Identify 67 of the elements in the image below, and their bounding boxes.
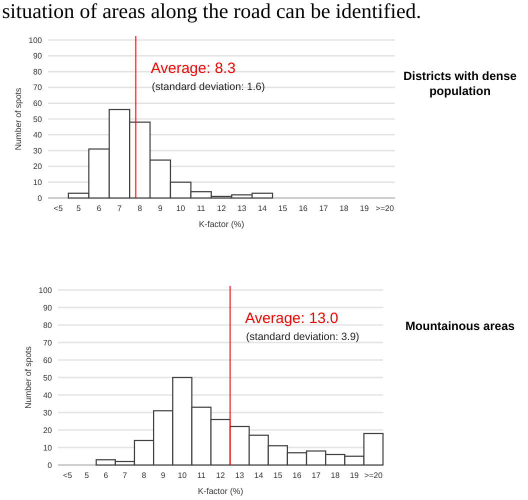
x-tick-label: 7 [117, 204, 122, 213]
x-tick-label: 10 [176, 204, 186, 213]
x-tick-label: 11 [196, 204, 206, 213]
x-tick-label: 18 [340, 204, 349, 213]
y-tick-label: 40 [33, 130, 43, 140]
y-tick-label: 0 [48, 460, 53, 470]
y-tick-label: 90 [43, 303, 53, 312]
y-tick-label: 90 [33, 52, 43, 61]
annotation: (standard deviation: 1.6) [152, 81, 266, 93]
y-tick-label: 70 [33, 83, 43, 92]
x-axis-title: K-factor (%) [198, 219, 244, 229]
y-tick-label: 10 [33, 178, 43, 187]
text: Mountainous areas [405, 319, 515, 333]
y-tick-label: 20 [33, 162, 43, 172]
y-tick-label: 80 [43, 320, 53, 330]
x-tick-label: 14 [254, 471, 264, 480]
x-tick-label: 13 [235, 471, 245, 480]
x-tick-label: 15 [273, 471, 283, 480]
annotation: (standard deviation: 3.9) [246, 331, 360, 343]
y-tick-label: 30 [43, 408, 53, 418]
y-tick-label: 20 [43, 426, 53, 435]
x-tick-label: >=20 [376, 204, 394, 213]
y-tick-label: 50 [43, 373, 53, 382]
x-tick-label: <5 [54, 204, 64, 213]
x-tick-label: 9 [160, 471, 166, 480]
y-tick-label: 40 [43, 390, 53, 400]
y-tick-label: 60 [43, 356, 53, 365]
y-tick-label: 60 [33, 99, 43, 108]
x-tick-label: 5 [84, 471, 90, 480]
x-tick-label: <5 [62, 471, 73, 480]
x-tick-label: 19 [350, 471, 360, 480]
x-tick-label: 17 [319, 204, 329, 213]
y-axis-title: Number of spots [13, 88, 23, 150]
x-tick-label: 7 [122, 471, 128, 480]
x-tick-label: >=20 [364, 471, 384, 480]
text: Districts with dense population [403, 69, 517, 98]
x-tick-label: 6 [96, 204, 102, 213]
x-tick-label: 11 [197, 471, 206, 480]
y-tick-label: 50 [33, 114, 43, 124]
y-tick-label: 70 [43, 338, 53, 348]
x-tick-label: 17 [312, 471, 322, 480]
text: situation of areas along the road can be identified. [2, 0, 422, 23]
x-tick-label: 16 [292, 471, 302, 480]
x-tick-label: 9 [158, 204, 164, 213]
y-tick-label: 80 [33, 67, 43, 76]
x-tick-label: 8 [142, 471, 147, 480]
y-tick-label: 100 [38, 286, 53, 295]
x-tick-label: 10 [178, 471, 188, 480]
x-tick-label: 12 [217, 204, 226, 213]
x-tick-label: 19 [360, 204, 370, 213]
x-tick-label: 12 [216, 471, 226, 480]
x-tick-label: 15 [278, 204, 288, 213]
y-tick-label: 100 [28, 36, 43, 45]
y-axis-title: Number of spots [23, 346, 33, 409]
x-tick-label: 8 [138, 204, 143, 213]
x-axis-title: K-factor (%) [198, 486, 244, 496]
x-tick-label: 18 [330, 471, 340, 480]
y-tick-label: 0 [38, 194, 43, 203]
x-tick-label: 14 [258, 204, 268, 213]
x-tick-label: 13 [237, 204, 247, 213]
x-tick-label: 6 [104, 471, 109, 480]
ref-line-label: Average: 13.0 [245, 310, 338, 327]
y-tick-label: 30 [33, 146, 43, 156]
x-tick-label: 16 [298, 204, 308, 213]
x-tick-label: 5 [76, 204, 82, 213]
ref-line-label: Average: 8.3 [150, 60, 236, 77]
y-tick-label: 10 [43, 443, 53, 452]
